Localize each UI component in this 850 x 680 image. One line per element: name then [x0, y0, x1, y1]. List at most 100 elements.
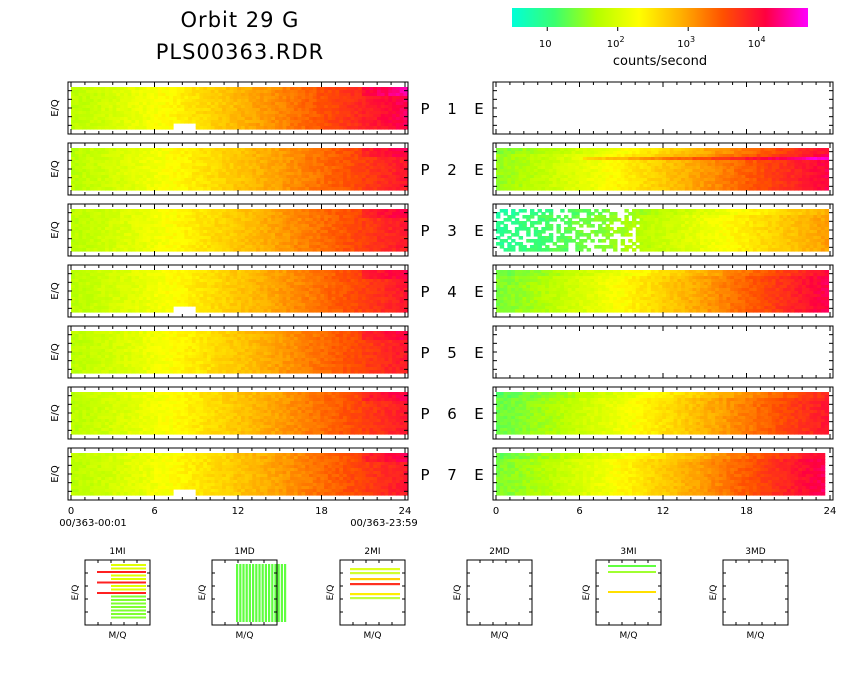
heatmap-cell	[195, 108, 201, 112]
heatmap-cell	[139, 184, 144, 188]
heatmap-cell	[101, 105, 106, 109]
heatmap-cell	[350, 120, 355, 124]
heatmap-cell	[225, 187, 231, 191]
heatmap-cell	[237, 154, 242, 158]
heatmap-cell	[526, 169, 531, 173]
heatmap-cell	[312, 160, 318, 164]
heatmap-cell	[575, 148, 580, 152]
heatmap-cell	[335, 87, 340, 91]
heatmap-cell	[511, 169, 516, 173]
heatmap-cell	[571, 154, 576, 158]
heatmap-cell	[365, 123, 371, 127]
heatmap-cell	[388, 178, 393, 182]
heatmap-cell	[343, 181, 348, 185]
heatmap-cell	[123, 166, 129, 170]
heatmap-cell	[237, 99, 242, 103]
heatmap-cell	[616, 163, 622, 167]
heatmap-cell	[252, 99, 257, 103]
heatmap-cell	[567, 151, 573, 155]
heatmap-cell	[624, 178, 629, 182]
heatmap-cell	[358, 166, 363, 170]
heatmap-cell	[71, 175, 76, 179]
heatmap-cell	[195, 181, 201, 185]
heatmap-cell	[650, 160, 656, 164]
heatmap-cell	[229, 96, 235, 100]
heatmap-cell	[624, 163, 629, 167]
heatmap-cell	[305, 178, 310, 182]
heatmap-cell	[620, 166, 626, 170]
heatmap-cell	[343, 111, 348, 115]
heatmap-cell	[824, 187, 830, 191]
heatmap-cell	[384, 105, 389, 109]
heatmap-cell	[210, 108, 216, 112]
heatmap-cell	[93, 105, 99, 109]
heatmap-cell	[244, 87, 250, 91]
heatmap-cell	[191, 184, 197, 188]
heatmap-cell	[601, 175, 607, 179]
heatmap-cell	[139, 117, 144, 121]
heatmap-cell	[173, 105, 178, 109]
heatmap-cell	[86, 117, 91, 121]
heatmap-cell	[222, 172, 227, 176]
heatmap-cell	[222, 163, 227, 167]
heatmap-cell	[275, 117, 280, 121]
heatmap-cell	[173, 96, 178, 100]
heatmap-cell	[669, 172, 675, 176]
heatmap-cell	[180, 178, 185, 182]
heatmap-cell	[320, 160, 325, 164]
heatmap-cell	[350, 126, 355, 130]
heatmap-cell	[146, 248, 151, 252]
heatmap-cell	[233, 160, 238, 164]
heatmap-cell	[358, 111, 363, 115]
heatmap-cell	[150, 126, 155, 130]
heatmap-cell	[320, 99, 325, 103]
heatmap-cell	[176, 87, 182, 91]
heatmap-cell	[677, 187, 682, 191]
heatmap-cell	[654, 187, 660, 191]
heatmap-cell	[82, 248, 87, 252]
heatmap-cell	[650, 181, 656, 185]
heatmap-cell	[229, 111, 235, 115]
heatmap-cell	[195, 93, 201, 97]
heatmap-cell	[154, 148, 159, 152]
heatmap-cell	[222, 123, 227, 127]
heatmap-cell	[293, 120, 299, 124]
heatmap-cell	[116, 123, 121, 127]
heatmap-cell	[309, 99, 314, 103]
heatmap-cell	[403, 169, 408, 173]
heatmap-cell	[575, 151, 580, 155]
heatmap-cell	[403, 181, 408, 185]
heatmap-cell	[293, 175, 299, 179]
heatmap-cell	[157, 105, 163, 109]
heatmap-cell	[282, 111, 287, 115]
heatmap-cell	[533, 169, 539, 173]
heatmap-cell	[518, 157, 524, 161]
heatmap-cell	[86, 178, 91, 182]
heatmap-cell	[301, 96, 306, 100]
heatmap-cell	[127, 157, 133, 161]
heatmap-cell	[335, 163, 340, 167]
heatmap-cell	[267, 163, 272, 167]
heatmap-cell	[752, 187, 758, 191]
heatmap-cell	[89, 111, 95, 115]
heatmap-cell	[369, 108, 374, 112]
heatmap-cell	[586, 166, 592, 170]
heatmap-cell	[154, 172, 159, 176]
heatmap-cell	[248, 105, 253, 109]
heatmap-cell	[214, 102, 219, 106]
heatmap-cell	[643, 175, 648, 179]
heatmap-cell	[112, 120, 117, 124]
heatmap-cell	[271, 108, 276, 112]
heatmap-cell	[259, 157, 265, 161]
heatmap-cell	[259, 87, 265, 91]
heatmap-cell	[237, 187, 242, 191]
heatmap-cell	[233, 87, 238, 91]
heatmap-cell	[282, 160, 287, 164]
heatmap-cell	[214, 99, 219, 103]
heatmap-cell	[214, 126, 219, 130]
heatmap-cell	[632, 175, 637, 179]
heatmap-cell	[575, 166, 580, 170]
heatmap-cell	[594, 148, 599, 152]
heatmap-cell	[218, 172, 223, 176]
